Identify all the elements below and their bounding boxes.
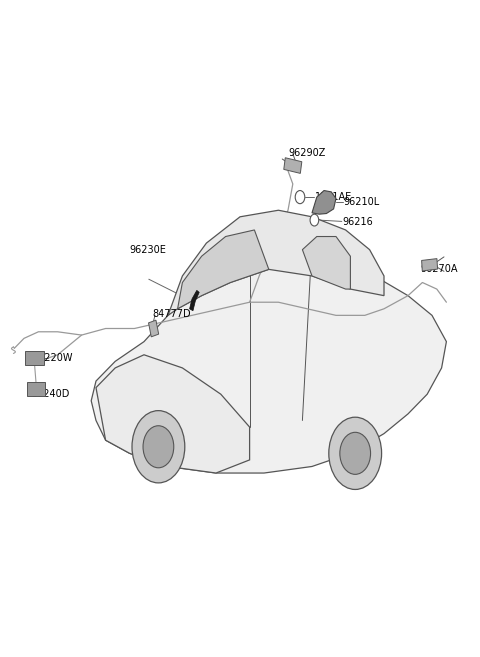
Polygon shape <box>302 237 350 289</box>
Circle shape <box>310 214 319 226</box>
Text: 96290Z: 96290Z <box>288 148 325 158</box>
Circle shape <box>143 426 174 468</box>
Text: 96216: 96216 <box>342 217 373 227</box>
Bar <box>25 351 44 365</box>
Circle shape <box>329 417 382 489</box>
Polygon shape <box>168 210 384 315</box>
Text: 96270A: 96270A <box>420 264 458 275</box>
Polygon shape <box>178 230 269 309</box>
Text: 1141AE: 1141AE <box>315 192 353 202</box>
Bar <box>284 158 302 173</box>
Bar <box>27 382 45 396</box>
Circle shape <box>340 432 371 474</box>
Text: 84777D: 84777D <box>153 309 191 319</box>
Circle shape <box>132 411 185 483</box>
Polygon shape <box>91 237 446 473</box>
Polygon shape <box>312 191 336 214</box>
Text: 96220W: 96220W <box>33 353 73 363</box>
Text: 96230E: 96230E <box>130 244 167 255</box>
Text: 96240D: 96240D <box>32 389 70 399</box>
Polygon shape <box>96 355 250 473</box>
Bar <box>421 259 438 271</box>
Text: 96210L: 96210L <box>343 197 380 208</box>
Bar <box>148 320 159 337</box>
Polygon shape <box>190 290 199 311</box>
Circle shape <box>295 191 305 204</box>
